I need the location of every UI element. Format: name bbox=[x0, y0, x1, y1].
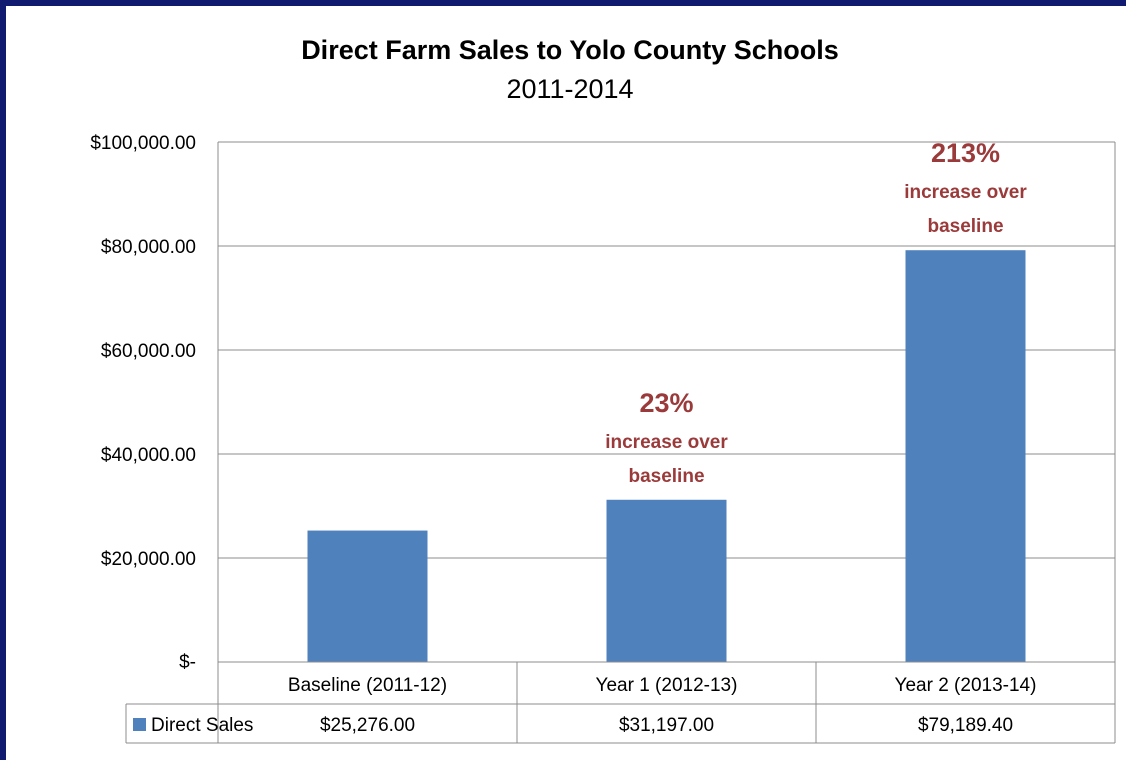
bar bbox=[905, 250, 1026, 662]
bar-chart: Direct Farm Sales to Yolo County Schools… bbox=[90, 35, 1116, 744]
x-category-label: Year 2 (2013-14) bbox=[895, 675, 1037, 696]
annotation-line: baseline bbox=[628, 466, 704, 487]
legend-series-name: Direct Sales bbox=[151, 715, 253, 736]
x-category-label: Year 1 (2012-13) bbox=[596, 675, 738, 696]
chart-subtitle: 2011-2014 bbox=[506, 74, 633, 104]
annotation-line: increase over bbox=[904, 182, 1027, 203]
y-tick-label: $100,000.00 bbox=[90, 133, 196, 154]
y-tick-label: $40,000.00 bbox=[101, 445, 196, 466]
y-tick-label: $20,000.00 bbox=[101, 549, 196, 570]
annotation-percent: 213% bbox=[931, 138, 1000, 168]
x-category-label: Baseline (2011-12) bbox=[288, 675, 447, 696]
legend-swatch bbox=[133, 718, 146, 731]
bar bbox=[606, 499, 727, 662]
chart-title: Direct Farm Sales to Yolo County Schools bbox=[301, 35, 839, 65]
y-tick-label: $60,000.00 bbox=[101, 341, 196, 362]
y-tick-label: $- bbox=[179, 652, 196, 673]
chart-frame: Direct Farm Sales to Yolo County Schools… bbox=[6, 6, 1126, 760]
y-tick-label: $80,000.00 bbox=[101, 237, 196, 258]
bar bbox=[307, 530, 428, 662]
data-table-value: $25,276.00 bbox=[320, 715, 415, 736]
annotation-line: baseline bbox=[927, 216, 1003, 237]
annotation-percent: 23% bbox=[639, 388, 693, 418]
annotation-line: increase over bbox=[605, 432, 728, 453]
data-table-value: $31,197.00 bbox=[619, 715, 714, 736]
data-table-value: $79,189.40 bbox=[918, 715, 1013, 736]
